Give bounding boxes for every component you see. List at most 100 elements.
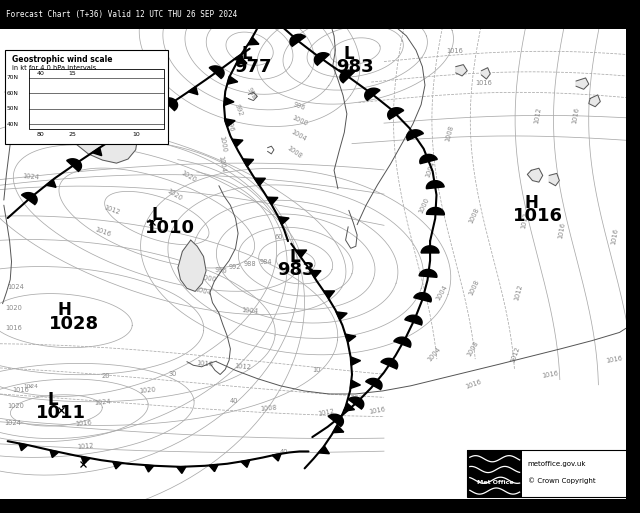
Text: Forecast Chart (T+36) Valid 12 UTC THU 26 SEP 2024: Forecast Chart (T+36) Valid 12 UTC THU 2… [6,10,237,19]
Text: L: L [241,45,252,63]
Text: 1004: 1004 [241,307,259,314]
Text: 1020: 1020 [6,305,22,311]
Polygon shape [113,462,122,469]
Text: 1004: 1004 [426,346,442,362]
Text: 1008: 1008 [260,404,278,411]
Text: x: x [29,384,33,389]
Text: 977: 977 [234,57,271,76]
Polygon shape [420,154,437,164]
Text: 1024: 1024 [4,420,21,426]
Polygon shape [388,108,404,120]
Polygon shape [259,17,269,25]
Text: 1020: 1020 [165,188,183,202]
Polygon shape [145,465,154,472]
Text: 25: 25 [68,132,76,137]
Polygon shape [81,457,90,464]
Polygon shape [310,270,321,278]
Text: H: H [524,193,538,212]
Polygon shape [232,139,243,147]
Polygon shape [324,291,335,299]
Polygon shape [236,56,247,64]
FancyBboxPatch shape [626,0,640,513]
Polygon shape [527,168,543,182]
Polygon shape [188,87,198,95]
Polygon shape [549,173,559,186]
Text: 1016: 1016 [93,226,111,238]
Text: 996: 996 [292,101,307,111]
FancyBboxPatch shape [29,69,164,129]
Polygon shape [319,446,330,453]
Text: 1000: 1000 [199,273,217,283]
Text: 1024: 1024 [93,399,111,406]
Text: L: L [344,45,354,63]
Polygon shape [421,246,439,253]
Polygon shape [348,397,364,409]
Text: 40: 40 [36,71,44,76]
Polygon shape [576,78,589,89]
Text: 40N: 40N [6,122,19,127]
Text: L: L [289,247,300,266]
Polygon shape [426,181,444,189]
Text: 992: 992 [228,264,241,270]
Polygon shape [67,159,81,171]
Text: © Crown Copyright: © Crown Copyright [528,477,595,484]
Text: 1000: 1000 [291,114,308,127]
Text: 1016: 1016 [6,325,22,331]
Text: 60N: 60N [6,91,19,96]
Text: 10: 10 [132,132,140,137]
Polygon shape [227,76,237,84]
Text: 1024: 1024 [22,173,40,181]
Polygon shape [426,207,444,215]
Text: 992: 992 [234,104,244,117]
Text: 1000: 1000 [218,135,227,152]
Polygon shape [345,334,356,342]
Polygon shape [406,130,424,141]
Text: 15: 15 [68,71,76,76]
Text: in kt for 4.0 hPa intervals: in kt for 4.0 hPa intervals [12,65,96,71]
Text: 1008: 1008 [465,340,479,358]
Text: 1020: 1020 [138,386,156,393]
Text: 1016: 1016 [572,107,580,124]
Text: 1012: 1012 [235,363,252,370]
Text: 1012: 1012 [317,408,335,418]
Text: 50N: 50N [6,106,19,111]
Polygon shape [92,148,102,155]
Polygon shape [140,117,150,126]
Polygon shape [114,128,129,141]
Polygon shape [209,465,218,471]
Polygon shape [46,180,56,187]
Text: 1016: 1016 [605,354,623,364]
Polygon shape [272,454,281,461]
Polygon shape [333,425,344,432]
Text: 983: 983 [337,57,374,76]
Text: 1008: 1008 [467,279,480,296]
Text: 1004: 1004 [424,161,436,178]
Text: 1008: 1008 [286,145,303,160]
Text: 70N: 70N [6,75,19,81]
Text: 1016: 1016 [12,387,29,393]
Polygon shape [267,197,278,205]
Text: 1008: 1008 [467,207,480,224]
FancyBboxPatch shape [0,0,640,29]
Text: 983: 983 [277,261,314,279]
Text: 1011: 1011 [36,404,86,423]
Text: metoffice.gov.uk: metoffice.gov.uk [528,461,586,467]
Text: L: L [47,391,58,409]
Text: 988: 988 [243,261,256,267]
Text: 1028: 1028 [49,315,99,333]
Text: 1012: 1012 [533,107,542,124]
Text: 988: 988 [246,87,257,101]
FancyBboxPatch shape [0,499,640,513]
Text: 60: 60 [274,234,283,240]
Polygon shape [589,95,600,107]
Text: 80: 80 [36,132,44,137]
Text: 1016: 1016 [513,207,563,226]
Polygon shape [177,467,186,473]
Text: 30: 30 [168,371,177,378]
Text: 1016: 1016 [541,370,559,379]
FancyBboxPatch shape [467,450,635,497]
Text: 1016: 1016 [475,80,492,86]
Polygon shape [414,292,431,302]
Text: 20: 20 [101,372,110,379]
Text: 1020: 1020 [8,403,24,409]
